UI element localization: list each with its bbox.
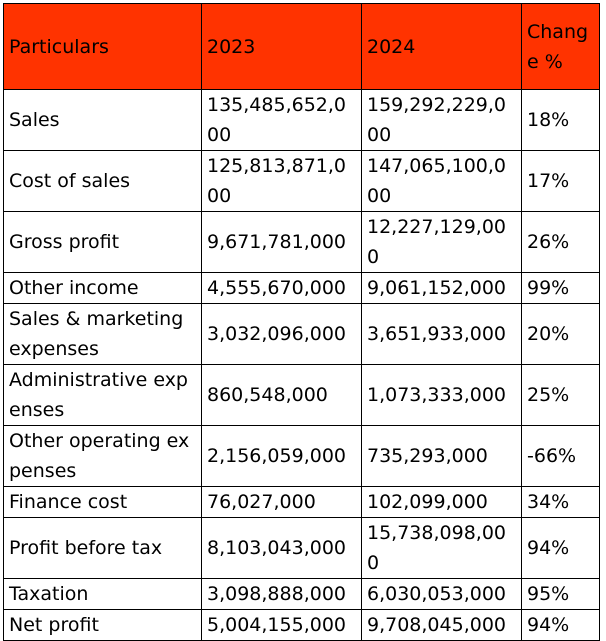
- row-value-2023: 5,004,155,000: [201, 609, 362, 641]
- header-2024: 2024: [361, 3, 522, 90]
- row-particular: Cost of sales: [3, 150, 202, 212]
- row-particular: Other operating expenses: [3, 425, 202, 487]
- table-row: Gross profit 9,671,781,000 12,227,129,00…: [3, 211, 600, 273]
- row-value-2023: 3,098,888,000: [201, 578, 362, 610]
- table-row: Other income 4,555,670,000 9,061,152,000…: [3, 272, 600, 304]
- table-row: Taxation 3,098,888,000 6,030,053,000 95%: [3, 578, 600, 610]
- row-value-2024: 12,227,129,000: [361, 211, 522, 273]
- row-value-2023: 4,555,670,000: [201, 272, 362, 304]
- row-particular: Sales: [3, 89, 202, 151]
- row-value-2023: 125,813,871,000: [201, 150, 362, 212]
- table-row: Other operating expenses 2,156,059,000 7…: [3, 425, 600, 487]
- row-change: 94%: [521, 517, 600, 579]
- row-change: 34%: [521, 486, 600, 518]
- table-row: Sales & marketing expenses 3,032,096,000…: [3, 303, 600, 365]
- header-row: Particulars 2023 2024 Change %: [3, 3, 600, 90]
- row-particular: Taxation: [3, 578, 202, 610]
- row-value-2023: 3,032,096,000: [201, 303, 362, 365]
- row-value-2024: 735,293,000: [361, 425, 522, 487]
- row-particular: Other income: [3, 272, 202, 304]
- row-change: 18%: [521, 89, 600, 151]
- table-row: Sales 135,485,652,000 159,292,229,000 18…: [3, 89, 600, 151]
- table-row: Net profit 5,004,155,000 9,708,045,000 9…: [3, 609, 600, 641]
- row-value-2023: 8,103,043,000: [201, 517, 362, 579]
- table-row: Profit before tax 8,103,043,000 15,738,0…: [3, 517, 600, 579]
- row-value-2023: 860,548,000: [201, 364, 362, 426]
- row-change: 26%: [521, 211, 600, 273]
- row-value-2023: 135,485,652,000: [201, 89, 362, 151]
- row-value-2023: 76,027,000: [201, 486, 362, 518]
- table-row: Cost of sales 125,813,871,000 147,065,10…: [3, 150, 600, 212]
- row-change: 20%: [521, 303, 600, 365]
- row-value-2024: 15,738,098,000: [361, 517, 522, 579]
- header-2023: 2023: [201, 3, 362, 90]
- row-value-2024: 159,292,229,000: [361, 89, 522, 151]
- row-change: -66%: [521, 425, 600, 487]
- row-particular: Finance cost: [3, 486, 202, 518]
- row-value-2024: 6,030,053,000: [361, 578, 522, 610]
- header-change-percent: Change %: [521, 3, 600, 90]
- table-row: Administrative expenses 860,548,000 1,07…: [3, 364, 600, 426]
- row-change: 25%: [521, 364, 600, 426]
- row-particular: Sales & marketing expenses: [3, 303, 202, 365]
- row-change: 95%: [521, 578, 600, 610]
- row-change: 17%: [521, 150, 600, 212]
- header-particulars: Particulars: [3, 3, 202, 90]
- row-value-2024: 147,065,100,000: [361, 150, 522, 212]
- row-value-2024: 102,099,000: [361, 486, 522, 518]
- row-particular: Profit before tax: [3, 517, 202, 579]
- row-particular: Administrative expenses: [3, 364, 202, 426]
- row-value-2023: 9,671,781,000: [201, 211, 362, 273]
- financial-comparison-table: Particulars 2023 2024 Change % Sales 135…: [3, 3, 600, 641]
- row-particular: Gross profit: [3, 211, 202, 273]
- row-value-2024: 9,061,152,000: [361, 272, 522, 304]
- row-change: 94%: [521, 609, 600, 641]
- row-value-2023: 2,156,059,000: [201, 425, 362, 487]
- row-particular: Net profit: [3, 609, 202, 641]
- table-header: Particulars 2023 2024 Change %: [3, 3, 600, 90]
- table-body: Sales 135,485,652,000 159,292,229,000 18…: [3, 89, 600, 641]
- row-value-2024: 9,708,045,000: [361, 609, 522, 641]
- row-change: 99%: [521, 272, 600, 304]
- row-value-2024: 3,651,933,000: [361, 303, 522, 365]
- row-value-2024: 1,073,333,000: [361, 364, 522, 426]
- table-row: Finance cost 76,027,000 102,099,000 34%: [3, 486, 600, 518]
